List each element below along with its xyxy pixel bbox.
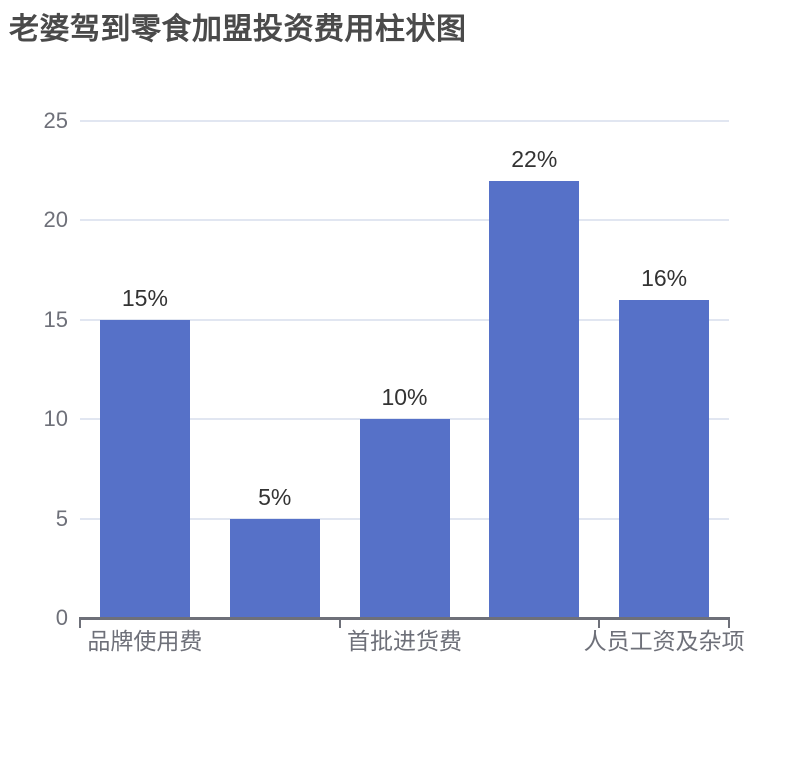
y-axis-tick-label: 10: [43, 406, 68, 432]
bar-value-label: 16%: [641, 264, 688, 291]
x-axis-tick: [598, 617, 601, 628]
bar-value-label: 22%: [511, 145, 558, 172]
y-axis-tick-label: 25: [43, 108, 68, 133]
bar-value-label: 15%: [121, 284, 168, 311]
x-axis-tick: [728, 617, 730, 628]
x-axis-category-label: 人员工资及杂项: [583, 628, 745, 654]
y-axis-tick-label: 15: [43, 306, 68, 332]
y-axis-tick-label: 5: [55, 505, 68, 531]
x-axis-category-label: 首批进货费: [347, 628, 462, 654]
y-axis-tick-label: 0: [55, 605, 68, 630]
x-axis-category-label: 品牌使用费: [87, 628, 203, 654]
gridline: [80, 219, 729, 222]
gridline: [80, 318, 729, 321]
bar-category-2: [359, 419, 450, 618]
chart-title: 老婆驾到零食加盟投资费用柱状图: [9, 13, 467, 46]
x-axis-tick: [79, 617, 81, 628]
bar-category-4: [619, 299, 710, 618]
bar-value-label: 5%: [258, 483, 292, 510]
bar-category-1: [229, 518, 320, 618]
bar-category-0: [99, 319, 190, 618]
gridline: [80, 120, 729, 122]
bar-value-label: 10%: [381, 384, 428, 411]
y-axis-tick-label: 20: [43, 207, 68, 233]
x-axis-tick: [338, 617, 341, 628]
x-axis-line: [79, 617, 730, 620]
bar-category-3: [489, 180, 580, 618]
